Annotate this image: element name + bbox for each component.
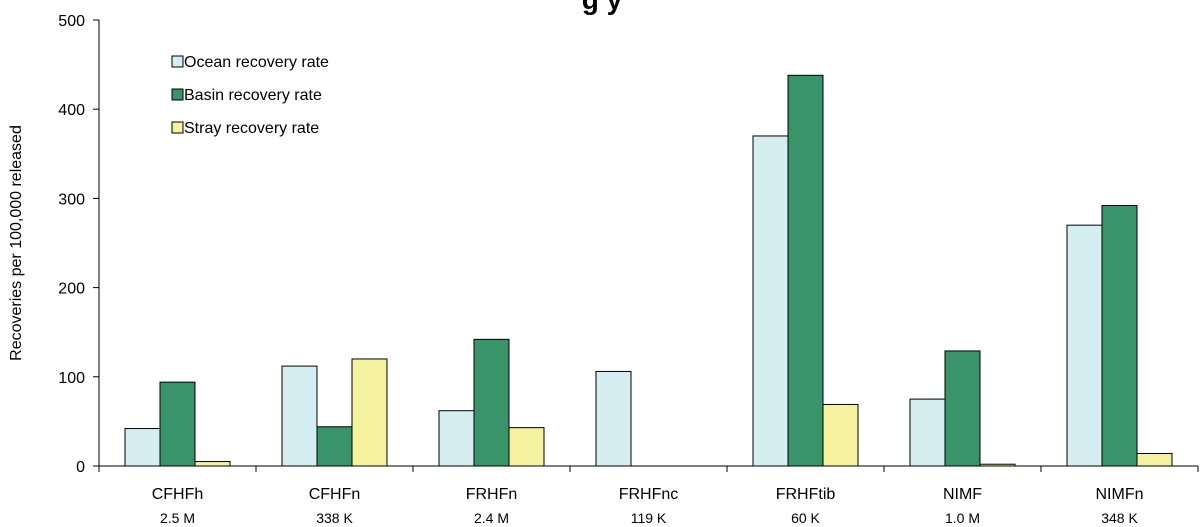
y-tick-label: 300 [58, 191, 85, 208]
bar-FRHFn-basin [473, 338, 510, 467]
bar-NIMF-ocean [909, 398, 946, 467]
x-category-label: FRHFtib [776, 486, 836, 503]
bar-CFHFh-basin [159, 381, 196, 467]
x-sublabel: 60 K [791, 510, 820, 526]
y-tick-label: 100 [58, 370, 85, 387]
bar-CFHFh-stray [194, 461, 231, 467]
bar-FRHFtib-ocean [752, 135, 789, 467]
bar-CFHFh-ocean [124, 428, 161, 467]
y-axis-label: Recoveries per 100,000 released [8, 125, 25, 361]
x-category-label: CFHFn [309, 486, 361, 503]
bar-FRHFtib-stray [822, 403, 859, 467]
bar-FRHFtib-basin [787, 74, 824, 467]
x-sublabel: 348 K [1101, 510, 1138, 526]
legend-swatch [171, 121, 184, 134]
x-category-label: FRHFn [466, 486, 518, 503]
legend-label: Stray recovery rate [184, 120, 319, 137]
x-sublabel: 1.0 M [945, 510, 980, 526]
legend-swatch [171, 88, 184, 101]
x-sublabel: 119 K [631, 510, 667, 526]
bar-NIMFn-ocean [1066, 224, 1103, 467]
x-category-label: FRHFnc [619, 486, 679, 503]
x-sublabel: 2.5 M [160, 510, 195, 526]
x-category-label: CFHFh [152, 486, 204, 503]
x-sublabel: 338 K [316, 510, 353, 526]
chart-title: g y [0, 0, 1204, 16]
bar-FRHFn-stray [508, 427, 545, 467]
bar-NIMFn-stray [1136, 453, 1173, 467]
bar-FRHFn-ocean [438, 410, 475, 467]
legend-swatch [171, 55, 184, 68]
y-tick-label: 500 [58, 13, 85, 30]
y-tick-label: 0 [76, 459, 85, 476]
legend-label: Ocean recovery rate [184, 54, 329, 71]
legend-label: Basin recovery rate [184, 87, 322, 104]
x-category-label: NIMF [943, 486, 982, 503]
bar-NIMFn-basin [1101, 205, 1138, 467]
y-tick-label: 200 [58, 281, 85, 298]
y-tick-label: 400 [58, 102, 85, 119]
bar-CFHFn-ocean [281, 365, 318, 467]
bar-CFHFn-basin [316, 426, 353, 467]
bar-CFHFn-stray [351, 358, 388, 467]
x-category-label: NIMFn [1096, 486, 1144, 503]
bar-NIMF-basin [944, 350, 981, 467]
bar-FRHFnc-ocean [595, 370, 632, 467]
x-sublabel: 2.4 M [474, 510, 509, 526]
